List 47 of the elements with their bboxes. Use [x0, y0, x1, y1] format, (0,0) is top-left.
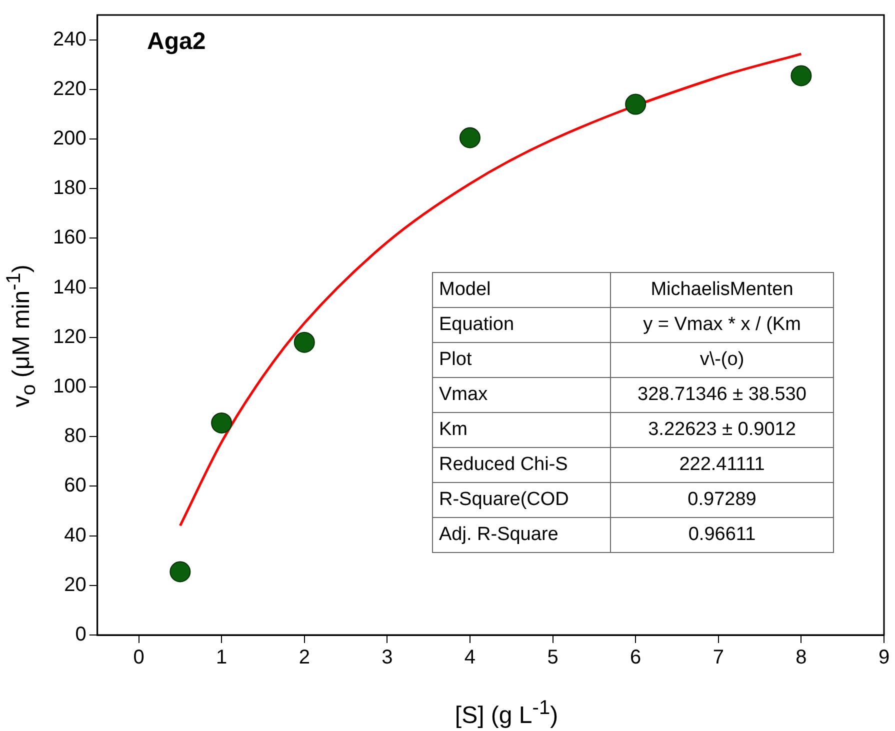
point [170, 561, 191, 582]
x-tick-label: 6 [630, 646, 642, 669]
annotation: 0.97289 [610, 482, 834, 518]
annotation: Km [432, 412, 610, 448]
annotation: 3.22623 ± 0.9012 [610, 412, 834, 448]
annotation: y = Vmax * x / (Km [610, 308, 834, 342]
y-tick-label: 40 [64, 524, 86, 546]
y-tick-label: 140 [52, 276, 86, 298]
annotation: Equation [432, 308, 610, 342]
y-tick-label: 100 [52, 376, 86, 398]
y-tick-label: 240 [52, 28, 86, 50]
x-tick-label: 0 [133, 646, 144, 669]
x-axis-title: [S] (g L$^{-1}$) [454, 697, 560, 730]
y-tick-label: 180 [52, 177, 86, 200]
y-tick-label: 20 [64, 574, 86, 596]
point [625, 94, 646, 115]
annotation: Plot [432, 342, 610, 378]
point [294, 332, 315, 353]
annotation: Reduced Chi-S [432, 448, 610, 482]
annotation: R-Square(COD [432, 482, 610, 518]
annotation: v\-(o) [610, 342, 834, 378]
annotation: MichaelisMenten [610, 272, 834, 308]
annotation: Vmax [432, 378, 610, 412]
point [790, 65, 812, 86]
annotation: 222.41111 [610, 448, 834, 482]
annotation: Model [432, 272, 610, 308]
x-tick-label: 5 [547, 646, 558, 669]
y-tick-label: 80 [64, 425, 86, 448]
x-tick-label: 4 [464, 646, 476, 669]
y-tick-label: 0 [75, 624, 86, 646]
point [459, 127, 480, 148]
y-tick-label: 160 [52, 226, 86, 249]
x-tick-label: 7 [712, 646, 724, 669]
annotation: 328.71346 ± 38.530 [610, 378, 834, 412]
annotation: 0.96611 [610, 518, 834, 552]
annotation: Adj. R-Square [432, 518, 610, 552]
y-tick-label: 120 [52, 326, 86, 348]
point [211, 412, 232, 434]
y-tick-label: 60 [64, 474, 86, 497]
x-tick-label: 8 [796, 646, 807, 669]
y-tick-label: 220 [52, 78, 86, 100]
text: Aga2 [147, 28, 206, 56]
x-tick-label: 1 [216, 646, 228, 669]
x-tick-label: 3 [382, 646, 393, 669]
x-tick-label: 2 [298, 646, 310, 669]
y-tick-label: 200 [52, 128, 86, 150]
x-tick-label: 9 [878, 646, 890, 669]
